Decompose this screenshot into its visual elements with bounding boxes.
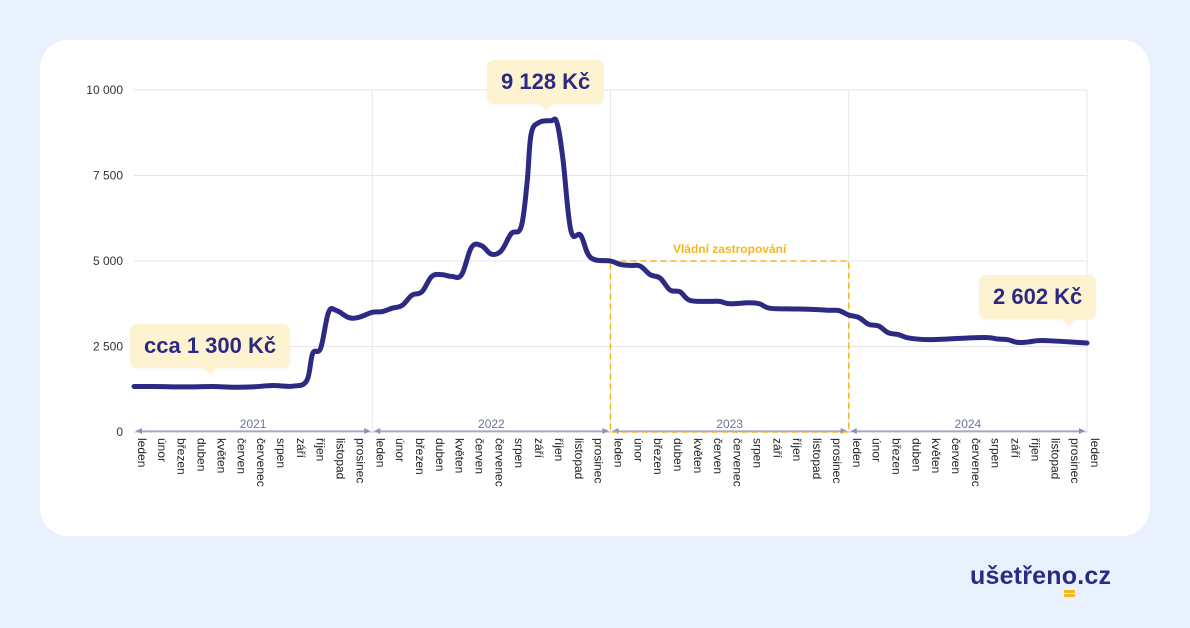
x-tick-label: duben: [909, 438, 923, 471]
x-tick-label: květen: [691, 438, 705, 473]
x-tick-label: prosinec: [1068, 438, 1082, 483]
x-tick-label: březen: [175, 438, 189, 475]
x-tick-label: srpen: [750, 438, 764, 468]
x-tick-label: říjen: [552, 438, 566, 461]
cap-annotation-label: Vládní zastropování: [673, 242, 787, 256]
x-tick-label: prosinec: [592, 438, 606, 483]
x-tick-label: červenec: [969, 438, 983, 487]
x-tick-label: březen: [413, 438, 427, 475]
x-tick-label: červen: [949, 438, 963, 474]
x-tick-label: únor: [870, 438, 884, 462]
x-tick-label: květen: [214, 438, 228, 473]
y-tick-label: 7 500: [93, 169, 123, 183]
x-tick-label: leden: [135, 438, 149, 467]
x-tick-label: leden: [373, 438, 387, 467]
x-tick-label: červenec: [254, 438, 268, 487]
year-label: 2024: [955, 417, 982, 431]
x-tick-label: červen: [473, 438, 487, 474]
x-tick-label: červenec: [492, 438, 506, 487]
y-tick-label: 10 000: [86, 83, 123, 97]
callout-peak-price: 9 128 Kč: [487, 60, 604, 104]
x-tick-label: listopad: [334, 438, 348, 479]
year-range-arrow: [841, 428, 847, 434]
year-range-arrow: [364, 428, 370, 434]
year-range-arrow: [136, 428, 142, 434]
y-tick-label: 5 000: [93, 254, 123, 268]
x-tick-label: září: [770, 438, 784, 459]
usetreno-logo: ušetřeno.cz: [970, 562, 1111, 602]
year-label: 2023: [716, 417, 743, 431]
x-tick-label: prosinec: [830, 438, 844, 483]
x-tick-label: duben: [671, 438, 685, 471]
x-tick-label: duben: [195, 438, 209, 471]
x-tick-label: červenec: [731, 438, 745, 487]
x-tick-label: říjen: [1028, 438, 1042, 461]
x-tick-label: leden: [1088, 438, 1102, 467]
x-tick-label: prosinec: [353, 438, 367, 483]
x-tick-label: listopad: [572, 438, 586, 479]
year-range-arrow: [851, 428, 857, 434]
year-label: 2022: [478, 417, 505, 431]
x-tick-label: srpen: [274, 438, 288, 468]
year-range-arrow: [374, 428, 380, 434]
x-tick-label: říjen: [314, 438, 328, 461]
x-tick-label: srpen: [512, 438, 526, 468]
year-range-arrow: [1079, 428, 1085, 434]
year-range-arrow: [603, 428, 609, 434]
x-tick-label: červen: [711, 438, 725, 474]
x-tick-label: duben: [433, 438, 447, 471]
x-tick-label: únor: [393, 438, 407, 462]
x-tick-label: březen: [651, 438, 665, 475]
year-range-arrow: [613, 428, 619, 434]
x-tick-label: únor: [155, 438, 169, 462]
callout-start-price: cca 1 300 Kč: [130, 324, 290, 368]
x-tick-label: únor: [631, 438, 645, 462]
x-tick-label: listopad: [810, 438, 824, 479]
year-label: 2021: [240, 417, 267, 431]
y-tick-label: 0: [116, 425, 123, 439]
x-tick-label: červen: [234, 438, 248, 474]
x-tick-label: leden: [850, 438, 864, 467]
x-tick-label: září: [532, 438, 546, 459]
x-tick-label: září: [1009, 438, 1023, 459]
y-tick-label: 2 500: [93, 340, 123, 354]
x-tick-label: květen: [929, 438, 943, 473]
x-tick-label: leden: [612, 438, 626, 467]
x-tick-label: květen: [453, 438, 467, 473]
x-tick-label: březen: [889, 438, 903, 475]
x-tick-label: říjen: [790, 438, 804, 461]
x-tick-label: listopad: [1048, 438, 1062, 479]
callout-end-price: 2 602 Kč: [979, 275, 1096, 319]
x-tick-label: srpen: [989, 438, 1003, 468]
x-tick-label: září: [294, 438, 308, 459]
